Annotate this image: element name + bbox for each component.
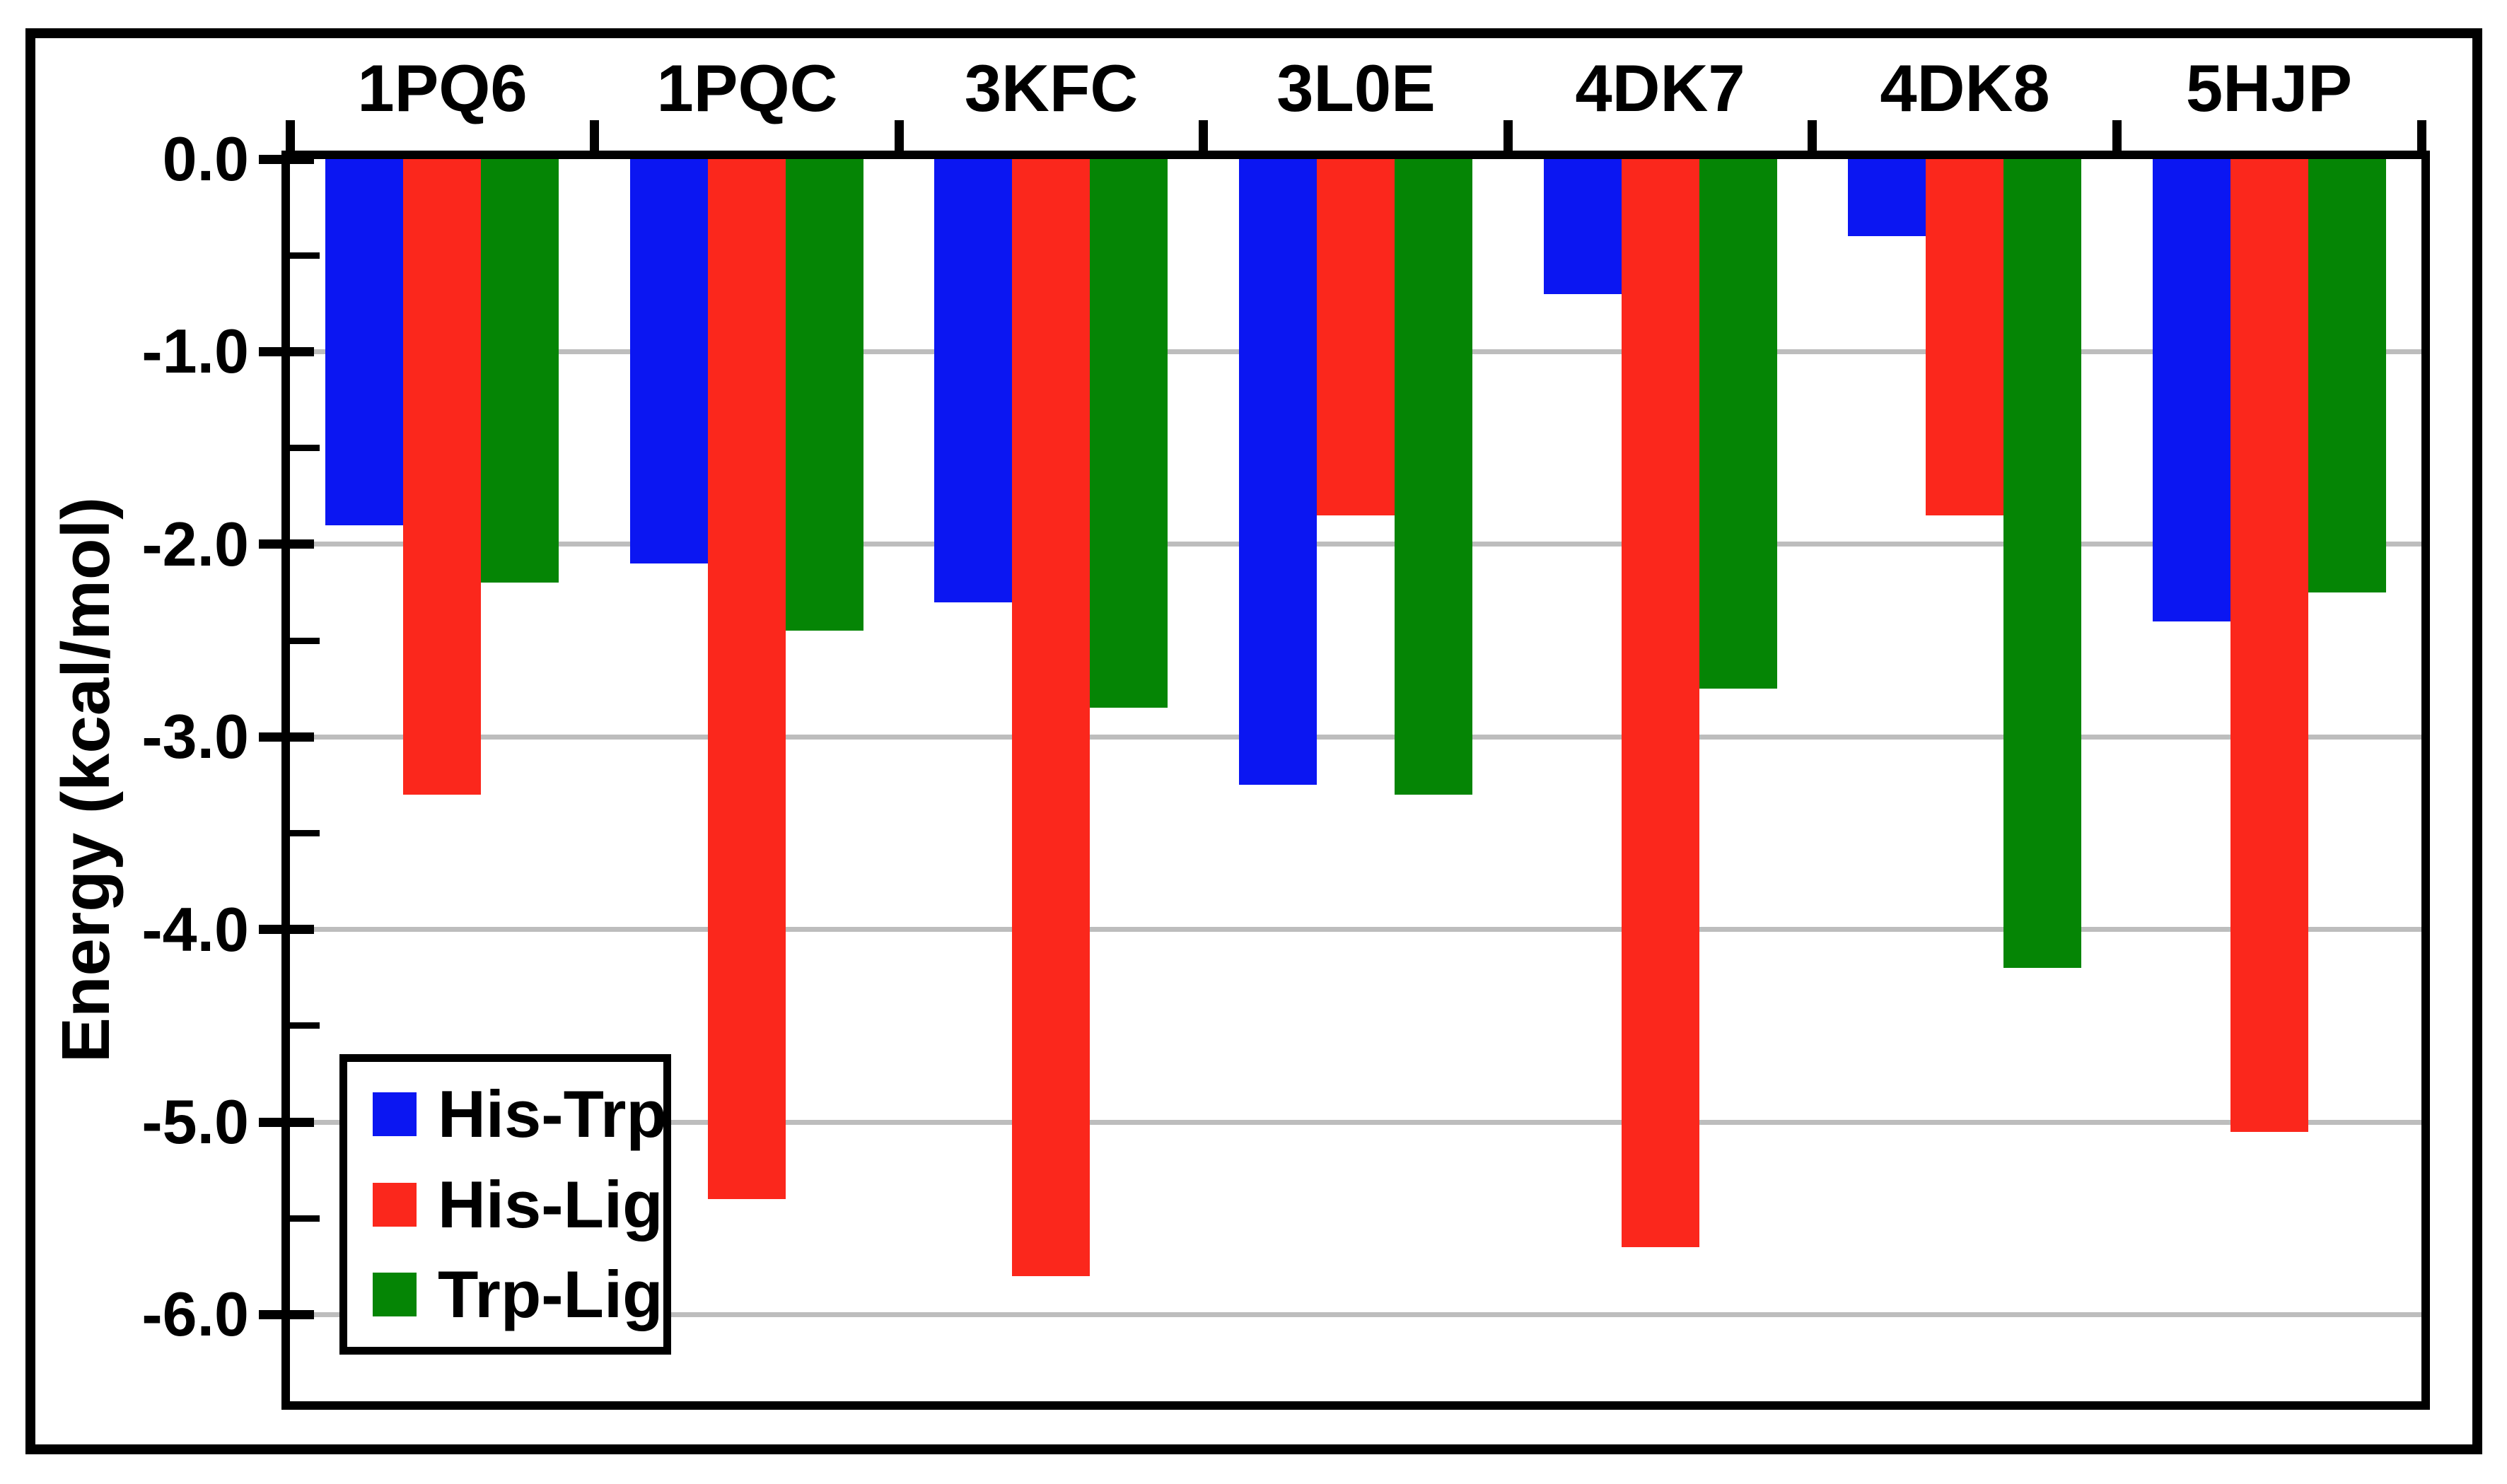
y-tick-label--1: -1.0: [141, 316, 249, 386]
y-tick-label--2: -2.0: [141, 509, 249, 579]
legend: His-Trp His-Lig Trp-Lig: [339, 1054, 671, 1355]
gridline--3: [290, 735, 2421, 740]
bar-4dk8-his-lig: [1926, 159, 2003, 515]
y-minor-tick--5.5: [290, 1215, 320, 1222]
y-major-tick--6: [259, 1310, 314, 1319]
bar-5hjp-trp-lig: [2308, 159, 2386, 592]
bar-5hjp-his-trp: [2153, 159, 2230, 621]
y-tick-label-0: 0.0: [162, 124, 249, 194]
group-boundary-tick-7: [2417, 120, 2426, 151]
group-boundary-tick-0: [286, 120, 295, 151]
category-label-3l0e: 3L0E: [1276, 51, 1436, 125]
y-minor-tick--4.5: [290, 1022, 320, 1029]
bar-3kfc-trp-lig: [1090, 159, 1168, 708]
group-boundary-tick-2: [895, 120, 904, 151]
figure-border: [25, 28, 2482, 1454]
group-boundary-tick-6: [2112, 120, 2122, 151]
bar-3l0e-his-trp: [1239, 159, 1317, 785]
legend-swatch-his-trp: [373, 1092, 417, 1136]
bar-1pq6-his-lig: [403, 159, 481, 795]
bar-3l0e-his-lig: [1317, 159, 1395, 515]
gridline--4: [290, 927, 2421, 932]
group-boundary-tick-1: [590, 120, 599, 151]
category-label-4dk7: 4DK7: [1575, 51, 1745, 125]
y-tick-label--3: -3.0: [141, 701, 249, 771]
bar-4dk8-trp-lig: [2003, 159, 2081, 968]
bar-3kfc-his-trp: [934, 159, 1012, 602]
legend-swatch-his-lig: [373, 1182, 417, 1227]
category-label-4dk8: 4DK8: [1880, 51, 2050, 125]
category-label-3kfc: 3KFC: [964, 51, 1139, 125]
y-major-tick--1: [259, 347, 314, 356]
category-label-1pq6: 1PQ6: [357, 51, 528, 125]
y-minor-tick--3.5: [290, 830, 320, 836]
bar-5hjp-his-lig: [2230, 159, 2308, 1132]
bar-4dk7-trp-lig: [1699, 159, 1777, 689]
legend-label-his-lig: His-Lig: [438, 1167, 663, 1241]
y-tick-label--4: -4.0: [141, 894, 249, 964]
legend-label-trp-lig: Trp-Lig: [438, 1257, 663, 1332]
gridline--5: [290, 1120, 2421, 1125]
y-major-tick--4: [259, 925, 314, 934]
y-major-tick--3: [259, 732, 314, 742]
y-tick-label--5: -5.0: [141, 1087, 249, 1157]
gridline--6: [290, 1312, 2421, 1317]
group-boundary-tick-3: [1199, 120, 1208, 151]
bar-3kfc-his-lig: [1012, 159, 1090, 1276]
bar-1pqc-his-trp: [630, 159, 708, 563]
y-major-tick--5: [259, 1118, 314, 1127]
legend-label-his-trp: His-Trp: [438, 1076, 667, 1151]
group-boundary-tick-5: [1808, 120, 1817, 151]
legend-row-trp-lig: Trp-Lig: [373, 1256, 663, 1333]
bar-1pqc-trp-lig: [786, 159, 863, 631]
legend-swatch-trp-lig: [373, 1273, 417, 1317]
bar-4dk7-his-trp: [1544, 159, 1622, 294]
group-boundary-tick-4: [1503, 120, 1513, 151]
bar-1pqc-his-lig: [708, 159, 786, 1199]
y-major-tick--2: [259, 539, 314, 549]
bar-1pq6-his-trp: [325, 159, 403, 525]
y-major-tick-0: [259, 155, 314, 164]
legend-row-his-lig: His-Lig: [373, 1167, 663, 1243]
y-minor-tick--2.5: [290, 638, 320, 644]
y-tick-label--6: -6.0: [141, 1279, 249, 1349]
y-minor-tick--0.5: [290, 252, 320, 259]
bar-3l0e-trp-lig: [1395, 159, 1472, 795]
legend-row-his-trp: His-Trp: [373, 1076, 667, 1152]
y-minor-tick--1.5: [290, 445, 320, 451]
y-axis-title: Energy (kcal/mol): [48, 496, 124, 1063]
bar-4dk8-his-trp: [1848, 159, 1926, 236]
gridline--2: [290, 542, 2421, 547]
category-label-1pqc: 1PQC: [656, 51, 838, 125]
bar-1pq6-trp-lig: [481, 159, 559, 583]
category-label-5hjp: 5HJP: [2185, 51, 2353, 125]
bar-4dk7-his-lig: [1622, 159, 1699, 1247]
